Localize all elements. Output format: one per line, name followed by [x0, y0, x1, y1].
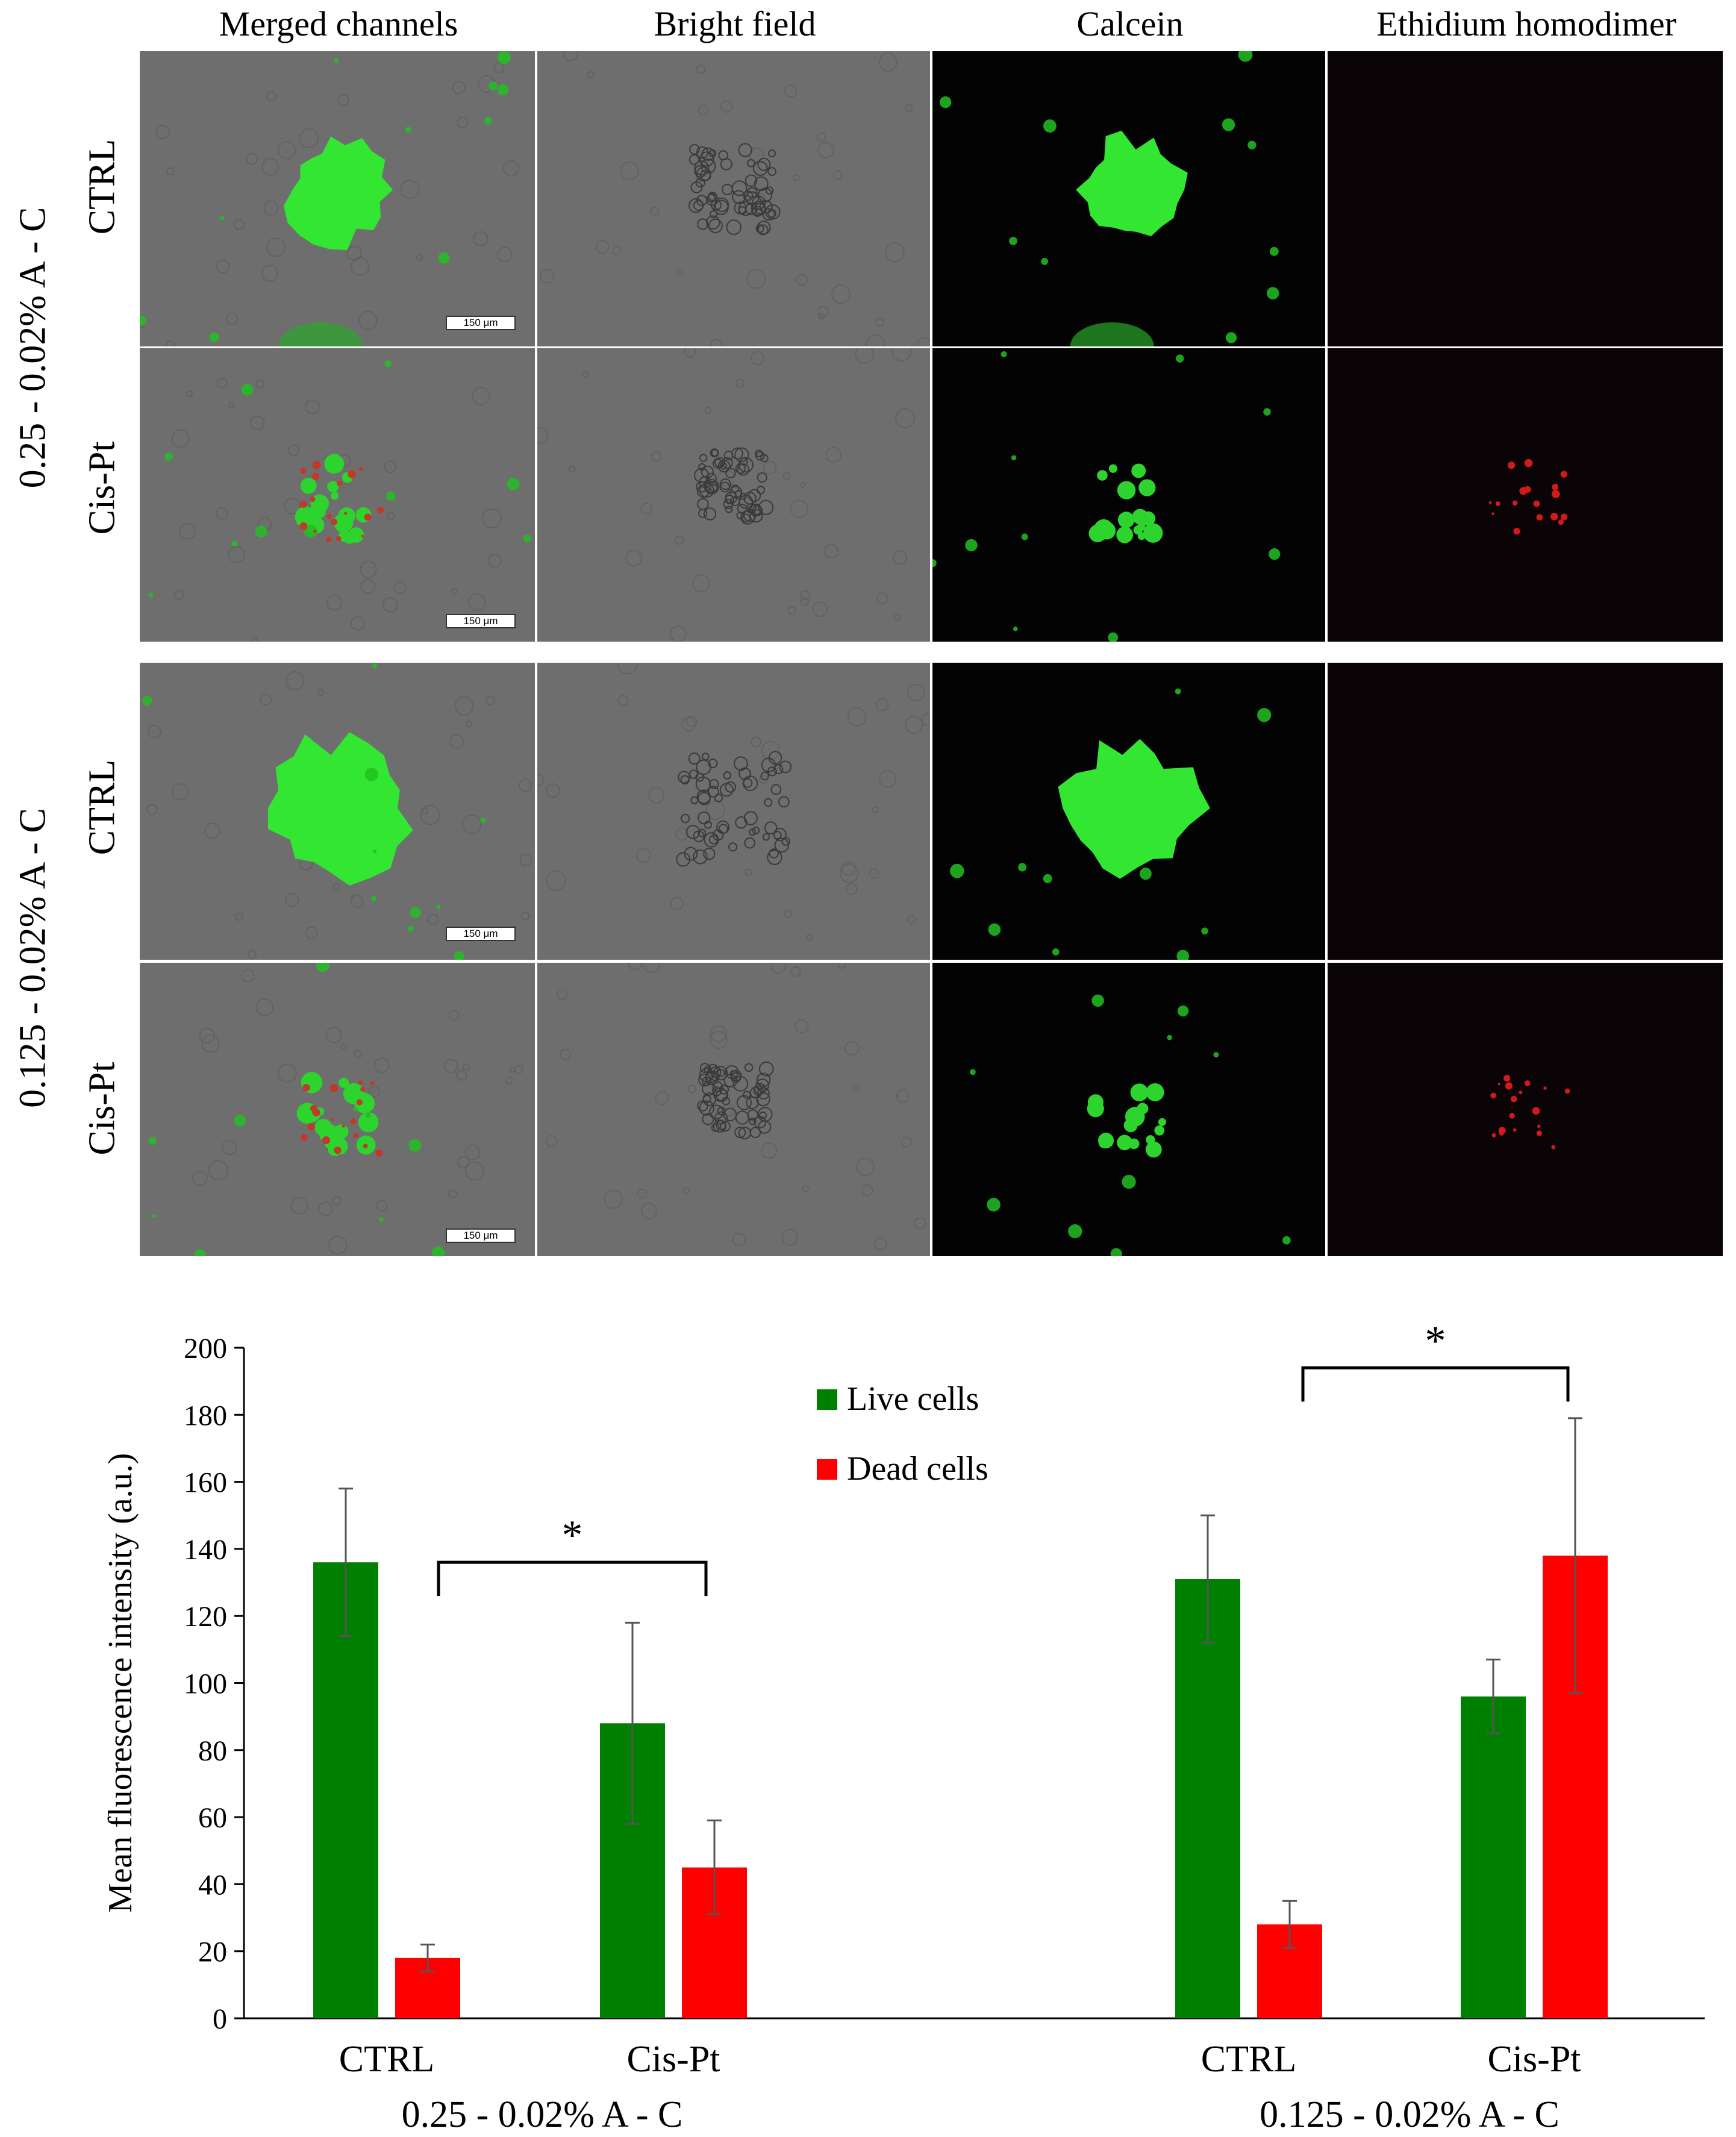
row-label-ctrl-0: CTRL — [81, 139, 123, 235]
micrograph-calcein-ctrl-0 — [932, 51, 1325, 346]
x-tick-label: CTRL — [1201, 2039, 1296, 2080]
micrograph-calcein-ctrl-1 — [932, 663, 1325, 960]
row-label-ctrl-1: CTRL — [81, 759, 123, 856]
y-tick-label: 80 — [198, 1735, 227, 1767]
scale-bar: 150 μm — [446, 927, 516, 941]
group-label: 0.125 - 0.02% A - C — [1260, 2094, 1560, 2135]
micrograph-ethidium-cispt-1 — [1328, 963, 1723, 1256]
scale-bar: 150 μm — [446, 1228, 516, 1243]
x-tick-label: Cis-Pt — [1487, 2039, 1581, 2080]
micrograph-merged-cispt-1 — [140, 963, 535, 1256]
bar-live-2 — [1175, 1579, 1240, 2018]
legend-swatch-1 — [817, 1459, 837, 1480]
y-tick-label: 60 — [198, 1802, 227, 1834]
micrograph-calcein-cispt-0 — [932, 348, 1325, 642]
y-tick-label: 160 — [184, 1467, 227, 1499]
row-group-label-0: 0.25 - 0.02% A - C — [12, 207, 54, 489]
x-tick-label: CTRL — [339, 2039, 434, 2080]
bar-live-0 — [313, 1562, 378, 2018]
group-label: 0.25 - 0.02% A - C — [402, 2094, 683, 2135]
y-tick-label: 140 — [184, 1534, 227, 1566]
micrograph-bright-field-cispt-1 — [537, 963, 930, 1256]
micrograph-bright-field-ctrl-1 — [537, 663, 930, 960]
y-tick-label: 20 — [198, 1936, 227, 1968]
column-header-ethidium: Ethidium homodimer — [1376, 4, 1676, 43]
row-label-cispt-1: Cis-Pt — [81, 1062, 123, 1156]
micrograph-merged-ctrl-1 — [140, 663, 535, 960]
row-label-cispt-0: Cis-Pt — [81, 441, 123, 535]
micrograph-bright-field-cispt-0 — [537, 348, 930, 642]
y-tick-label: 180 — [184, 1400, 227, 1431]
y-tick-label: 40 — [198, 1869, 227, 1901]
micrograph-ethidium-ctrl-1 — [1328, 663, 1723, 960]
legend-label-0: Live cells — [847, 1380, 979, 1418]
micrograph-ethidium-ctrl-0 — [1328, 51, 1723, 346]
bar-chart: 0 20 40 60 80 100 120 140 160 180 200 Mean fluoresc… — [102, 1318, 1705, 2135]
scale-bar: 150 μm — [446, 614, 516, 628]
micrograph-ethidium-cispt-0 — [1328, 348, 1723, 642]
y-tick-label: 120 — [184, 1601, 227, 1633]
significance-marker: * — [562, 1512, 583, 1559]
row-group-label-1: 0.125 - 0.02% A - C — [12, 808, 54, 1108]
legend-swatch-0 — [817, 1389, 837, 1410]
scale-bar: 150 μm — [446, 316, 516, 330]
micrograph-calcein-cispt-1 — [932, 963, 1325, 1256]
y-tick-label: 200 — [184, 1333, 227, 1365]
significance-bracket — [437, 1560, 708, 1597]
y-tick-label: 100 — [184, 1668, 227, 1700]
x-tick-label: Cis-Pt — [626, 2039, 720, 2080]
legend-label-1: Dead cells — [847, 1450, 988, 1488]
y-tick-label: 0 — [213, 2003, 227, 2035]
column-header-merged: Merged channels — [219, 4, 458, 43]
column-header-bright-field: Bright field — [654, 4, 816, 43]
significance-bracket — [1301, 1366, 1570, 1402]
bar-live-3 — [1461, 1696, 1526, 2018]
micrograph-merged-cispt-0 — [140, 348, 535, 642]
significance-marker: * — [1425, 1318, 1446, 1364]
micrograph-merged-ctrl-0 — [140, 51, 535, 346]
y-axis-label: Mean fluorescence intensity (a.u.) — [102, 1453, 139, 1913]
column-header-calcein: Calcein — [1076, 4, 1184, 43]
micrograph-bright-field-ctrl-0 — [537, 51, 930, 346]
